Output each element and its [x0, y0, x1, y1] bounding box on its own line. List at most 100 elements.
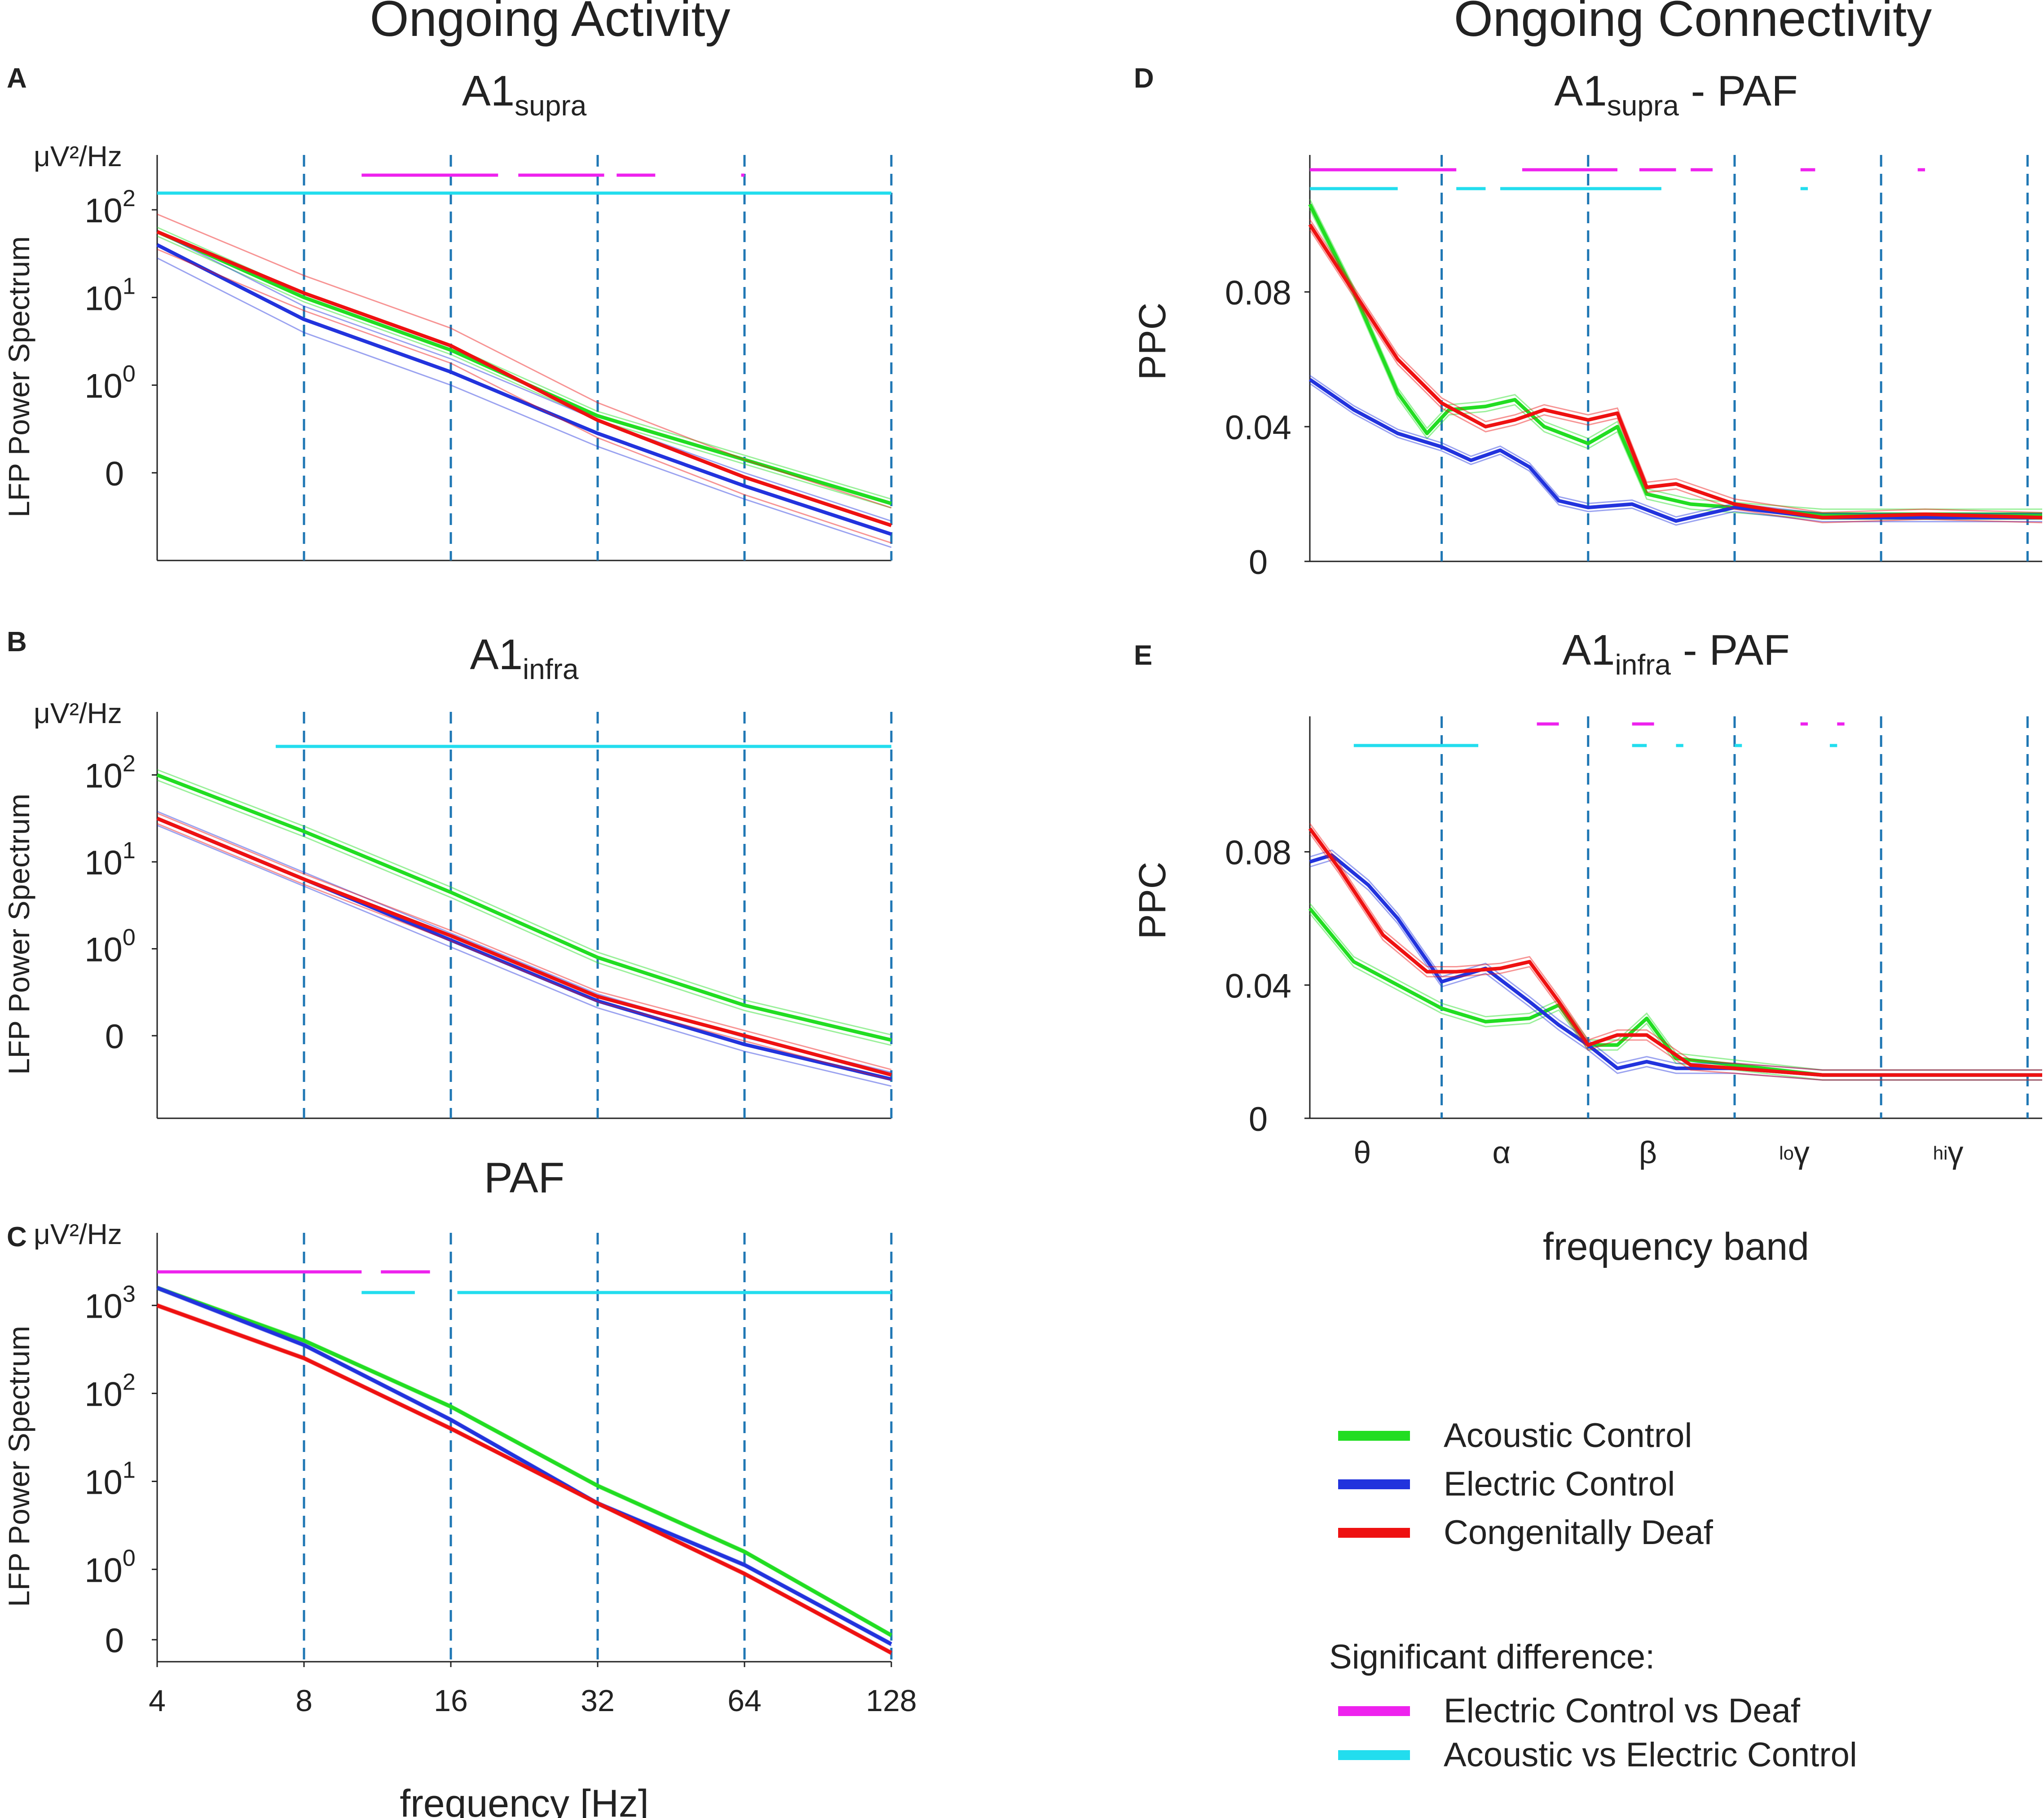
y-tick-exp: 2	[123, 185, 136, 212]
sem-lower	[157, 257, 892, 548]
x-band-symbol: γ	[1947, 1135, 1963, 1170]
y-tick-label: 102	[84, 185, 135, 230]
x-band-label: β	[1639, 1135, 1657, 1170]
y-tick-label: 0	[105, 455, 124, 493]
sem-upper	[157, 1303, 892, 1652]
legend-label-sig-magenta: Electric Control vs Deaf	[1444, 1692, 1801, 1730]
sem-lower	[157, 1306, 892, 1655]
panel-title-main: A1	[1562, 626, 1615, 674]
y-tick-label: 101	[84, 838, 135, 882]
x-band-label: θ	[1353, 1135, 1371, 1170]
y-unit-label: μV²/Hz	[34, 1218, 122, 1250]
series-line-congenitally-deaf	[156, 816, 892, 1077]
legend: Acoustic Control Electric Control Congen…	[1329, 1416, 1857, 1774]
sem-lower	[1309, 383, 2042, 526]
y-tick-base: 10	[84, 757, 123, 795]
y-tick-exp: 1	[123, 273, 136, 299]
sem-lower	[1309, 859, 2042, 1081]
x-tick-label: 64	[727, 1684, 762, 1718]
series-line-electric-control	[156, 243, 892, 536]
sem-lower	[157, 825, 892, 1087]
y-axis-label: LFP Power Spectrum	[2, 1326, 35, 1607]
y-tick-exp: 2	[123, 1369, 136, 1395]
series-line-congenitally-deaf	[156, 1303, 892, 1655]
y-tick-label: 102	[84, 750, 135, 795]
panel-title-main: A1	[462, 67, 515, 115]
y-tick-exp: 0	[123, 925, 136, 951]
y-tick-label: 0.08	[1225, 274, 1291, 312]
sem-upper	[157, 811, 892, 1073]
panel-title-suffix: - PAF	[1671, 626, 1790, 674]
panel-title-sub: infra	[523, 653, 579, 685]
x-band-label: α	[1492, 1135, 1510, 1170]
y-tick-label: 0	[105, 1622, 124, 1660]
panel-title-C: PAF	[484, 1154, 565, 1202]
panel-title-main: A1	[1554, 67, 1607, 115]
y-axis-label: LFP Power Spectrum	[2, 236, 35, 517]
panel-D: D A1supra - PAF 0.08 0.04 0 PPC	[1131, 63, 2043, 582]
panel-label-E: E	[1134, 640, 1152, 671]
panel-label-A: A	[7, 63, 27, 94]
sem-lower	[157, 823, 892, 1081]
y-tick-exp: 2	[123, 750, 136, 777]
y-tick-base: 10	[84, 1551, 123, 1589]
x-band-label: loγ	[1779, 1135, 1810, 1170]
y-tick-label: 0	[1249, 543, 1268, 582]
series-line-electric-control	[156, 1286, 892, 1646]
y-tick-exp: 0	[123, 361, 136, 387]
panel-title-A: A1supra	[462, 67, 587, 122]
sem-upper	[157, 231, 892, 522]
panel-title-sub: infra	[1615, 649, 1671, 681]
sem-upper	[1309, 375, 2042, 518]
x-tick-label: 16	[434, 1684, 468, 1718]
sem-lower	[157, 235, 892, 509]
legend-label-acoustic: Acoustic Control	[1444, 1416, 1692, 1455]
y-tick-label: 0.08	[1225, 834, 1291, 872]
y-tick-base: 10	[84, 1376, 123, 1414]
y-tick-label: 101	[84, 273, 135, 318]
y-axis-label: PPC	[1131, 303, 1173, 380]
series-line-congenitally-deaf	[1308, 223, 2043, 520]
series-line-congenitally-deaf	[1308, 827, 2042, 1077]
sem-lower	[1309, 913, 2042, 1081]
legend-label-deaf: Congenitally Deaf	[1444, 1514, 1714, 1552]
heading-ongoing-connectivity: Ongoing Connectivity	[1454, 0, 1932, 47]
x-tick-label: 128	[866, 1684, 916, 1718]
series-line-acoustic-control	[156, 773, 892, 1042]
panel-title-main: PAF	[484, 1154, 565, 1202]
panel-title-suffix: - PAF	[1679, 67, 1798, 115]
y-tick-base: 10	[84, 931, 123, 969]
sem-upper	[157, 812, 892, 1071]
x-axis-label: frequency [Hz]	[400, 1782, 648, 1818]
sem-lower	[157, 248, 892, 544]
legend-label-electric: Electric Control	[1444, 1465, 1675, 1503]
y-tick-label: 102	[84, 1369, 135, 1414]
legend-label-sig-cyan: Acoustic vs Electric Control	[1444, 1736, 1857, 1774]
y-tick-exp: 0	[123, 1545, 136, 1571]
y-tick-label: 0.04	[1225, 967, 1291, 1005]
legend-sig-title: Significant difference:	[1329, 1638, 1655, 1676]
x-band-label: hiγ	[1933, 1135, 1964, 1170]
y-tick-exp: 1	[123, 838, 136, 864]
sem-upper	[1309, 823, 2042, 1071]
series-line-acoustic-control	[156, 1286, 892, 1637]
y-axis-label: LFP Power Spectrum	[2, 794, 35, 1075]
sem-upper	[157, 226, 892, 500]
y-tick-label: 101	[84, 1457, 135, 1501]
y-tick-label: 100	[84, 361, 135, 406]
x-band-prefix: lo	[1779, 1143, 1794, 1164]
y-unit-label: μV²/Hz	[34, 140, 122, 172]
sem-lower	[1309, 209, 2042, 520]
sem-upper	[157, 213, 892, 509]
series-line-congenitally-deaf	[156, 230, 892, 527]
y-unit-label: μV²/Hz	[34, 697, 122, 729]
sem-upper	[1309, 199, 2042, 510]
panel-title-D: A1supra - PAF	[1554, 67, 1797, 122]
panel-title-B: A1infra	[470, 631, 579, 685]
panel-title-main: A1	[470, 631, 523, 679]
